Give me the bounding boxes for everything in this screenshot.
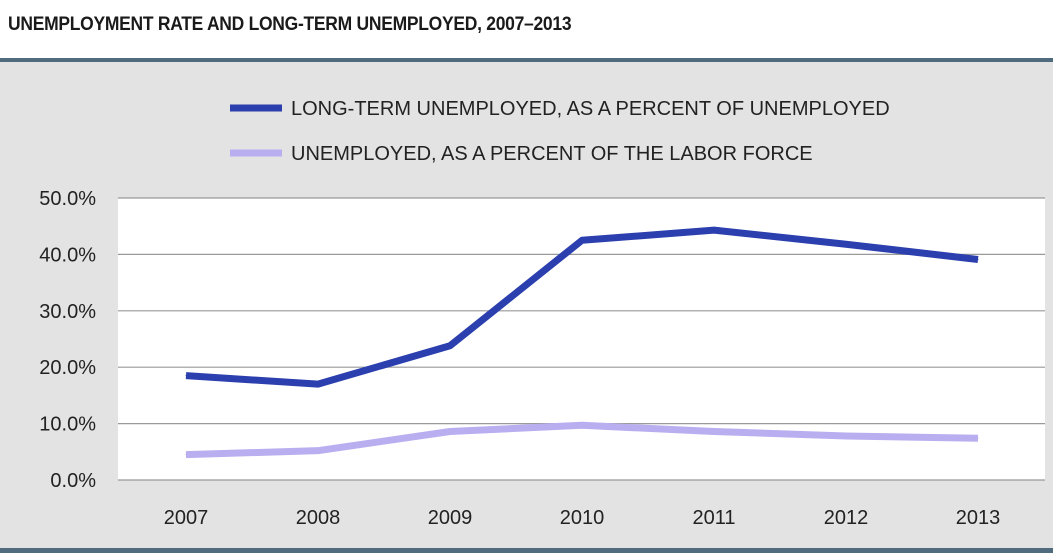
x-tick-label: 2011	[692, 507, 735, 529]
legend: LONG-TERM UNEMPLOYED, AS A PERCENT OF UN…	[230, 98, 890, 165]
legend-label-unemployed: UNEMPLOYED, AS A PERCENT OF THE LABOR FO…	[291, 143, 813, 165]
data-point	[977, 437, 979, 439]
data-point	[845, 435, 847, 437]
x-tick-label: 2008	[296, 507, 341, 529]
x-tick-label: 2009	[428, 507, 473, 529]
data-point	[185, 375, 187, 377]
data-point	[185, 454, 187, 456]
data-point	[449, 430, 451, 432]
y-tick-label: 30.0%	[39, 301, 96, 323]
x-tick-label: 2010	[560, 507, 605, 529]
y-axis-ticks: 50.0% 40.0% 30.0% 20.0% 10.0% 0.0%	[39, 188, 96, 492]
data-point	[449, 345, 451, 347]
top-rule	[0, 58, 1053, 62]
y-tick-label: 10.0%	[39, 414, 96, 436]
data-point	[581, 424, 583, 426]
legend-label-long-term: LONG-TERM UNEMPLOYED, AS A PERCENT OF UN…	[291, 98, 890, 120]
data-point	[845, 243, 847, 245]
x-tick-label: 2012	[824, 507, 869, 529]
y-tick-label: 20.0%	[39, 357, 96, 379]
chart-title: UNEMPLOYMENT RATE AND LONG-TERM UNEMPLOY…	[8, 14, 572, 35]
data-point	[581, 239, 583, 241]
y-tick-label: 40.0%	[39, 244, 96, 266]
series-lines	[185, 226, 979, 459]
y-tick-label: 0.0%	[50, 470, 96, 492]
data-point	[317, 383, 319, 385]
data-point	[713, 229, 715, 231]
x-tick-label: 2013	[956, 507, 1001, 529]
x-tick-label: 2007	[164, 507, 209, 529]
y-tick-label: 50.0%	[39, 188, 96, 210]
data-point	[317, 450, 319, 452]
data-point	[977, 258, 979, 260]
x-axis-ticks: 2007 2008 2009 2010 2011 2012 2013	[164, 507, 1001, 529]
data-point	[713, 430, 715, 432]
bottom-rule	[0, 548, 1053, 553]
